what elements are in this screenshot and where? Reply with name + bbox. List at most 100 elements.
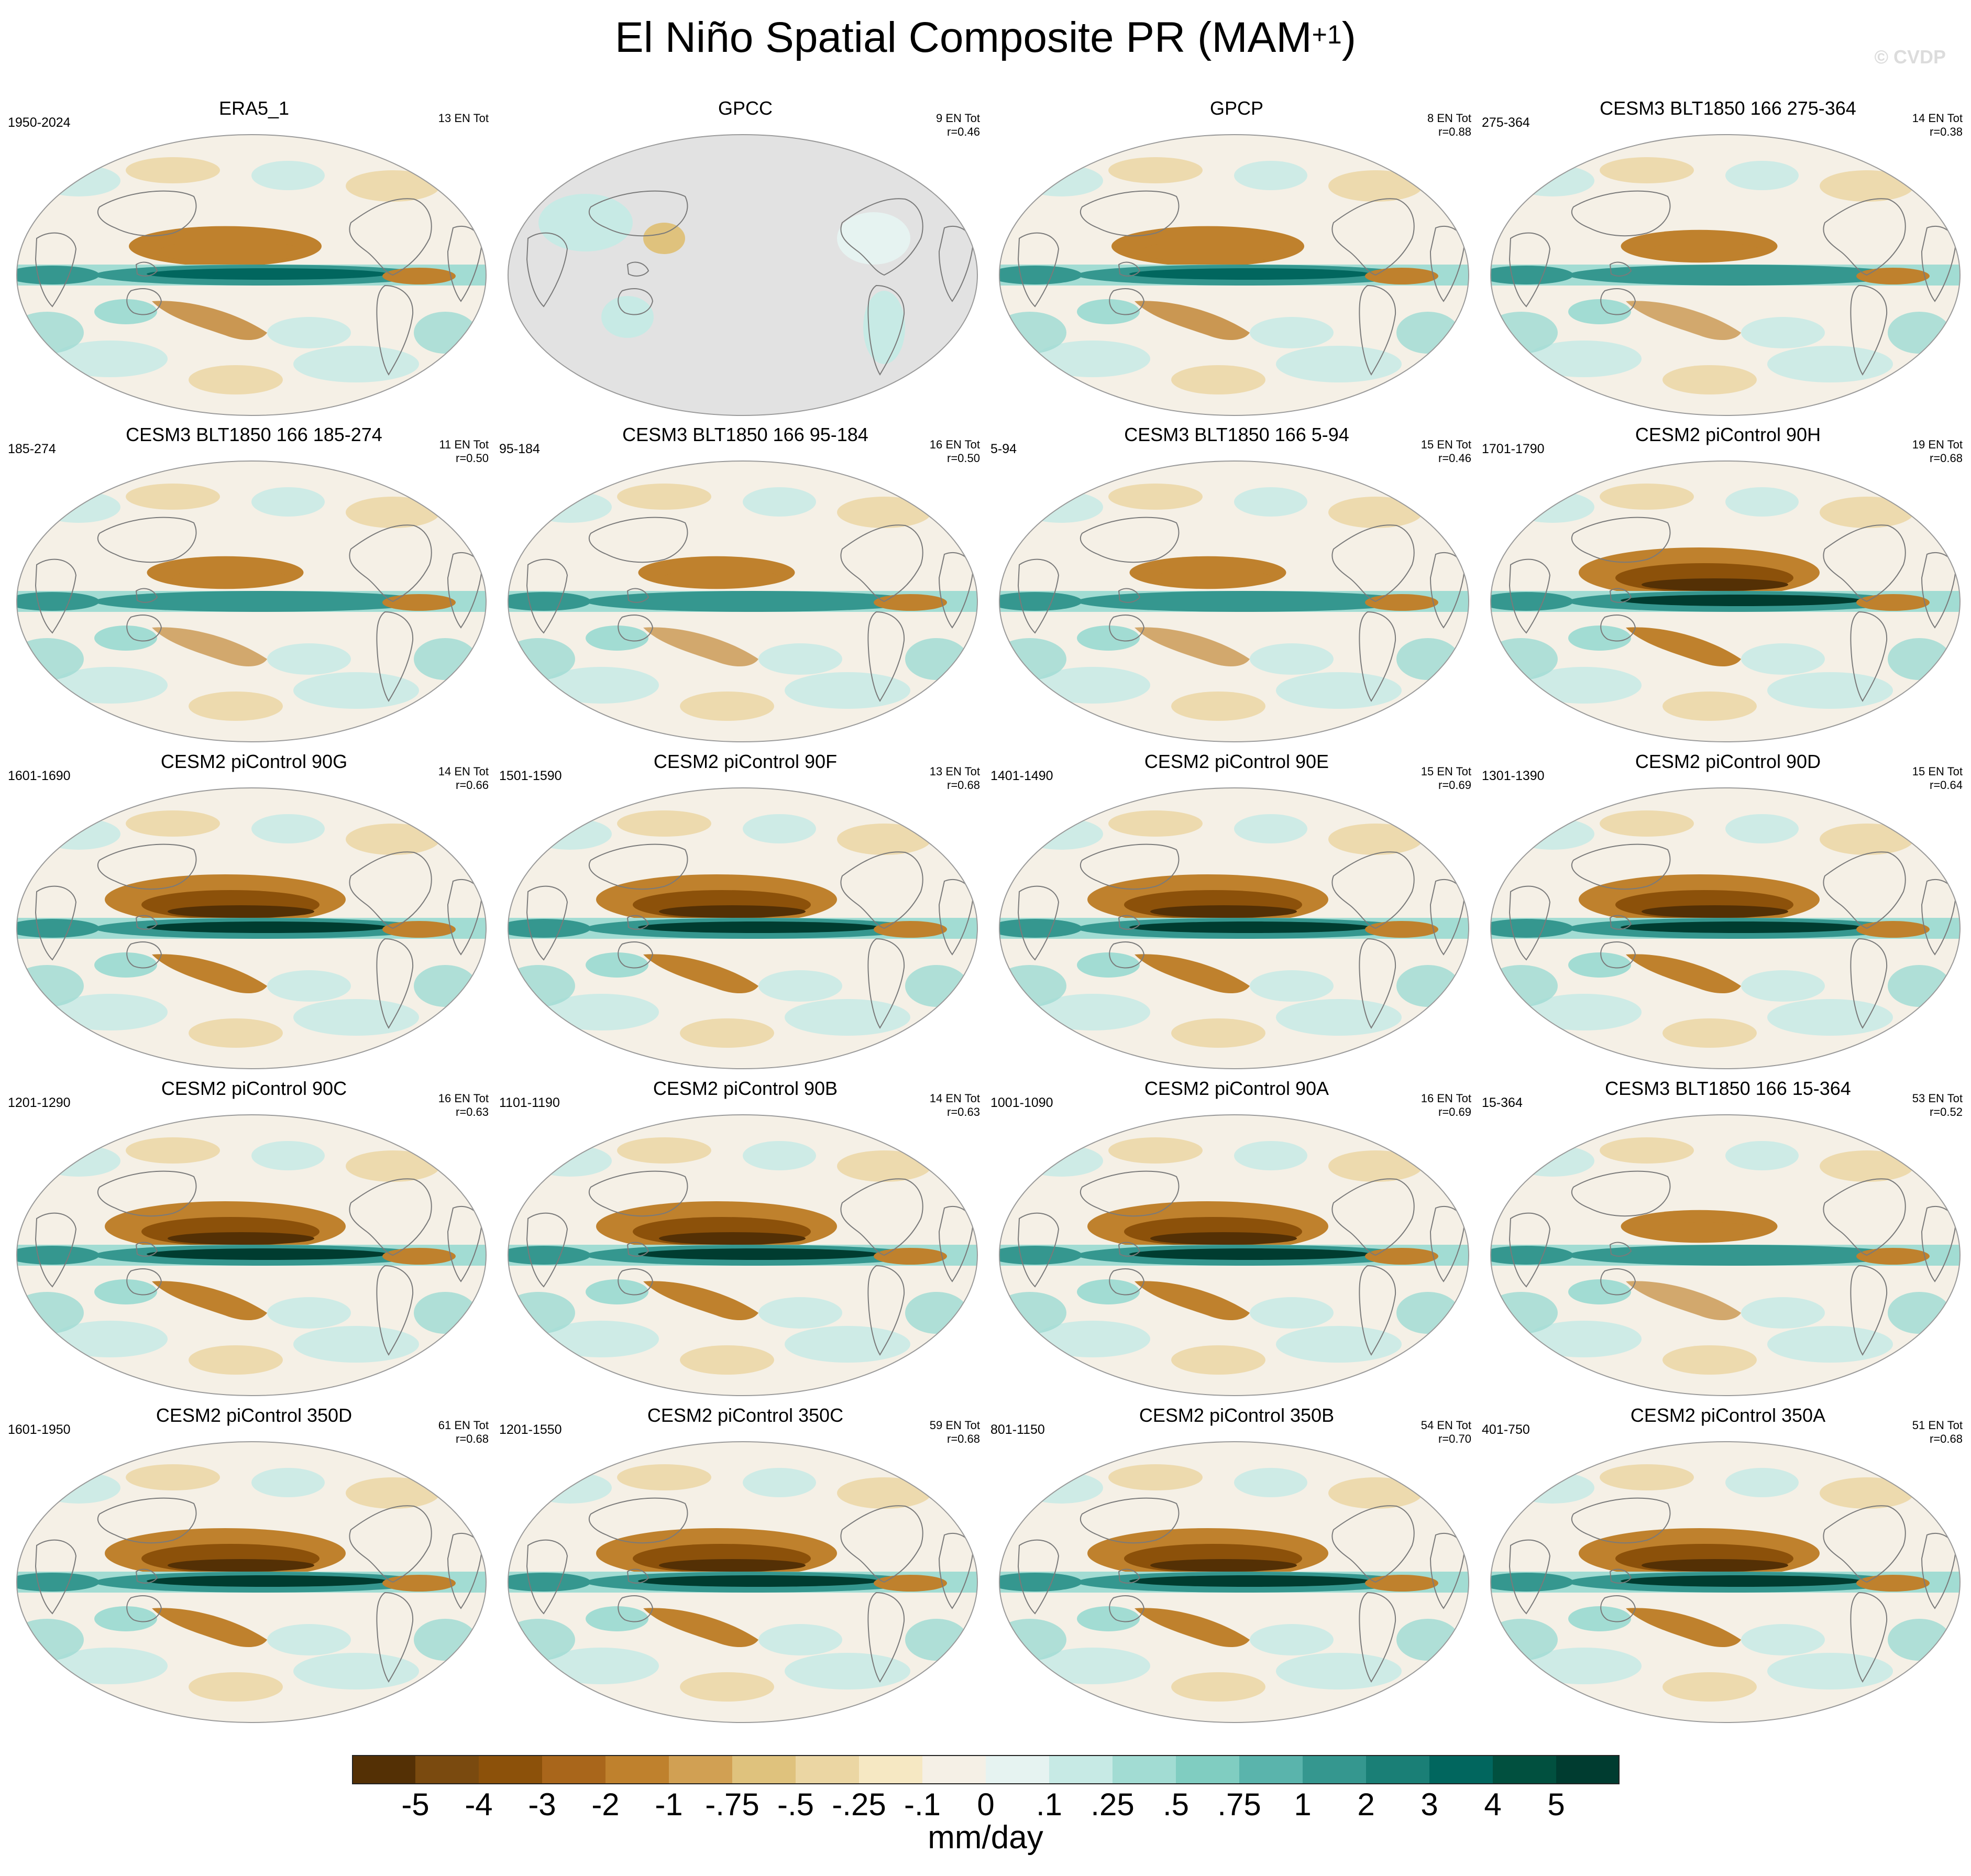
colorbar-swatch	[796, 1755, 860, 1784]
panel-title: CESM2 piControl 90C	[161, 1078, 347, 1099]
panel-correlation: r=0.88	[1438, 125, 1471, 138]
colorbar-tick-label: -3	[528, 1787, 556, 1822]
panel-event-count: 13 EN Tot	[438, 112, 489, 125]
colorbar-swatch	[732, 1755, 796, 1784]
panel-correlation: r=0.64	[1930, 778, 1963, 792]
panel-stats: 59 EN Tot r=0.68	[930, 1419, 980, 1446]
panel-stats: 14 EN Tot r=0.63	[930, 1092, 980, 1119]
colorbar-swatch	[605, 1755, 669, 1784]
panel-period: 1201-1550	[499, 1422, 562, 1437]
colorbar	[352, 1755, 1620, 1784]
panel-period: 1501-1590	[499, 769, 562, 783]
figure-title-superscript: +1	[1312, 20, 1342, 49]
map-panel: CESM2 piControl 350C 1201-1550 59 EN Tot r=…	[499, 1404, 992, 1729]
panel-correlation: r=0.50	[947, 452, 980, 465]
colorbar-swatch	[352, 1755, 416, 1784]
panel-correlation: r=0.66	[456, 778, 489, 792]
colorbar-tick-label: .5	[1162, 1787, 1190, 1822]
colorbar-swatch	[669, 1755, 733, 1784]
map-projection	[16, 1441, 487, 1723]
map-panel: CESM3 BLT1850 166 185-274 185-274 11 EN To…	[8, 423, 500, 748]
panel-stats: 9 EN Tot r=0.46	[936, 112, 980, 139]
panel-period: 1301-1390	[1482, 769, 1545, 783]
colorbar-tick-label: -.75	[705, 1787, 759, 1822]
map-panel: CESM2 piControl 90H 1701-1790 19 EN Tot r=0…	[1482, 423, 1971, 748]
panel-event-count: 51 EN Tot	[1912, 1419, 1963, 1432]
panel-period: 1950-2024	[8, 115, 71, 130]
panel-correlation: r=0.46	[1438, 452, 1471, 465]
map-panel: CESM2 piControl 350D 1601-1950 61 EN Tot r=…	[8, 1404, 500, 1729]
map-projection	[999, 1114, 1469, 1396]
panel-correlation: r=0.63	[947, 1105, 980, 1118]
map-projection	[16, 787, 487, 1069]
map-panel: CESM3 BLT1850 166 275-364 275-364 14 EN To…	[1482, 97, 1971, 422]
panel-stats: 15 EN Tot r=0.64	[1912, 765, 1963, 792]
colorbar-swatch	[1303, 1755, 1367, 1784]
map-projection	[16, 460, 487, 742]
panel-period: 95-184	[499, 442, 540, 456]
panel-event-count: 59 EN Tot	[929, 1419, 980, 1432]
map-projection	[508, 1114, 978, 1396]
panel-event-count: 15 EN Tot	[1421, 438, 1471, 451]
panel-event-count: 16 EN Tot	[1421, 1092, 1471, 1105]
panel-period: 1401-1490	[990, 769, 1053, 783]
panel-stats: 15 EN Tot r=0.69	[1421, 765, 1471, 792]
map-panel: CESM2 piControl 90F 1501-1590 13 EN Tot r=0…	[499, 750, 992, 1075]
map-projection	[1490, 1114, 1961, 1396]
panel-event-count: 14 EN Tot	[1912, 112, 1963, 125]
figure-title: El Niño Spatial Composite PR (MAM+1)	[0, 12, 1971, 64]
colorbar-tick-label: 2	[1357, 1787, 1375, 1822]
colorbar-swatch	[1429, 1755, 1493, 1784]
panel-event-count: 16 EN Tot	[438, 1092, 489, 1105]
panel-stats: 51 EN Tot r=0.68	[1912, 1419, 1963, 1446]
panel-title: CESM2 piControl 350A	[1630, 1405, 1826, 1426]
map-panel: CESM2 piControl 90G 1601-1690 14 EN Tot r=0…	[8, 750, 500, 1075]
colorbar-swatch	[1366, 1755, 1430, 1784]
panel-event-count: 54 EN Tot	[1421, 1419, 1471, 1432]
map-panel: GPCC 9 EN Tot r=0.46	[499, 97, 992, 422]
map-panel: CESM2 piControl 90C 1201-1290 16 EN Tot r=0…	[8, 1077, 500, 1402]
map-projection	[508, 460, 978, 742]
map-projection	[508, 1441, 978, 1723]
panel-title: CESM3 BLT1850 166 15-364	[1605, 1078, 1851, 1099]
colorbar-tick-label: .25	[1091, 1787, 1135, 1822]
panel-title: CESM2 piControl 90G	[160, 751, 348, 772]
map-panel: CESM2 piControl 90B 1101-1190 14 EN Tot r=0…	[499, 1077, 992, 1402]
panel-title: CESM3 BLT1850 166 185-274	[126, 424, 382, 445]
colorbar-swatch	[859, 1755, 923, 1784]
panel-period: 185-274	[8, 442, 56, 456]
panel-correlation: r=0.52	[1930, 1105, 1963, 1118]
panel-stats: 14 EN Tot r=0.38	[1912, 112, 1963, 139]
panel-period: 401-750	[1482, 1422, 1530, 1437]
panel-event-count: 15 EN Tot	[1421, 765, 1471, 778]
panel-stats: 11 EN Tot r=0.50	[439, 438, 489, 465]
panel-title: CESM2 piControl 350C	[647, 1405, 844, 1426]
panel-stats: 14 EN Tot r=0.66	[438, 765, 489, 792]
colorbar-tick-label: 3	[1421, 1787, 1438, 1822]
panel-period: 1101-1190	[499, 1095, 560, 1110]
panel-title: GPCP	[1209, 97, 1264, 119]
panel-correlation: r=0.68	[1930, 452, 1963, 465]
map-panel: CESM2 piControl 90A 1001-1090 16 EN Tot r=0…	[990, 1077, 1483, 1402]
panel-stats: 53 EN Tot r=0.52	[1912, 1092, 1963, 1119]
map-projection	[999, 787, 1469, 1069]
map-panel: GPCP 8 EN Tot r=0.88	[990, 97, 1483, 422]
colorbar-tick-label: -4	[465, 1787, 493, 1822]
colorbar-tick-label: -.1	[904, 1787, 941, 1822]
map-projection	[1490, 460, 1961, 742]
map-projection	[508, 134, 978, 416]
panel-event-count: 53 EN Tot	[1912, 1092, 1963, 1105]
panel-title: CESM3 BLT1850 166 5-94	[1124, 424, 1349, 445]
colorbar-swatch	[479, 1755, 543, 1784]
panel-period: 1201-1290	[8, 1095, 71, 1110]
panel-title: CESM3 BLT1850 166 95-184	[622, 424, 868, 445]
colorbar-swatch	[1493, 1755, 1557, 1784]
panel-event-count: 14 EN Tot	[438, 765, 489, 778]
panel-title: CESM2 piControl 90F	[653, 751, 838, 772]
panel-event-count: 19 EN Tot	[1912, 438, 1963, 451]
colorbar-tick-label: 5	[1547, 1787, 1565, 1822]
panel-correlation: r=0.69	[1438, 1105, 1471, 1118]
colorbar-swatch	[1239, 1755, 1303, 1784]
map-panel: CESM2 piControl 90D 1301-1390 15 EN Tot r=0…	[1482, 750, 1971, 1075]
panel-correlation: r=0.68	[456, 1432, 489, 1445]
